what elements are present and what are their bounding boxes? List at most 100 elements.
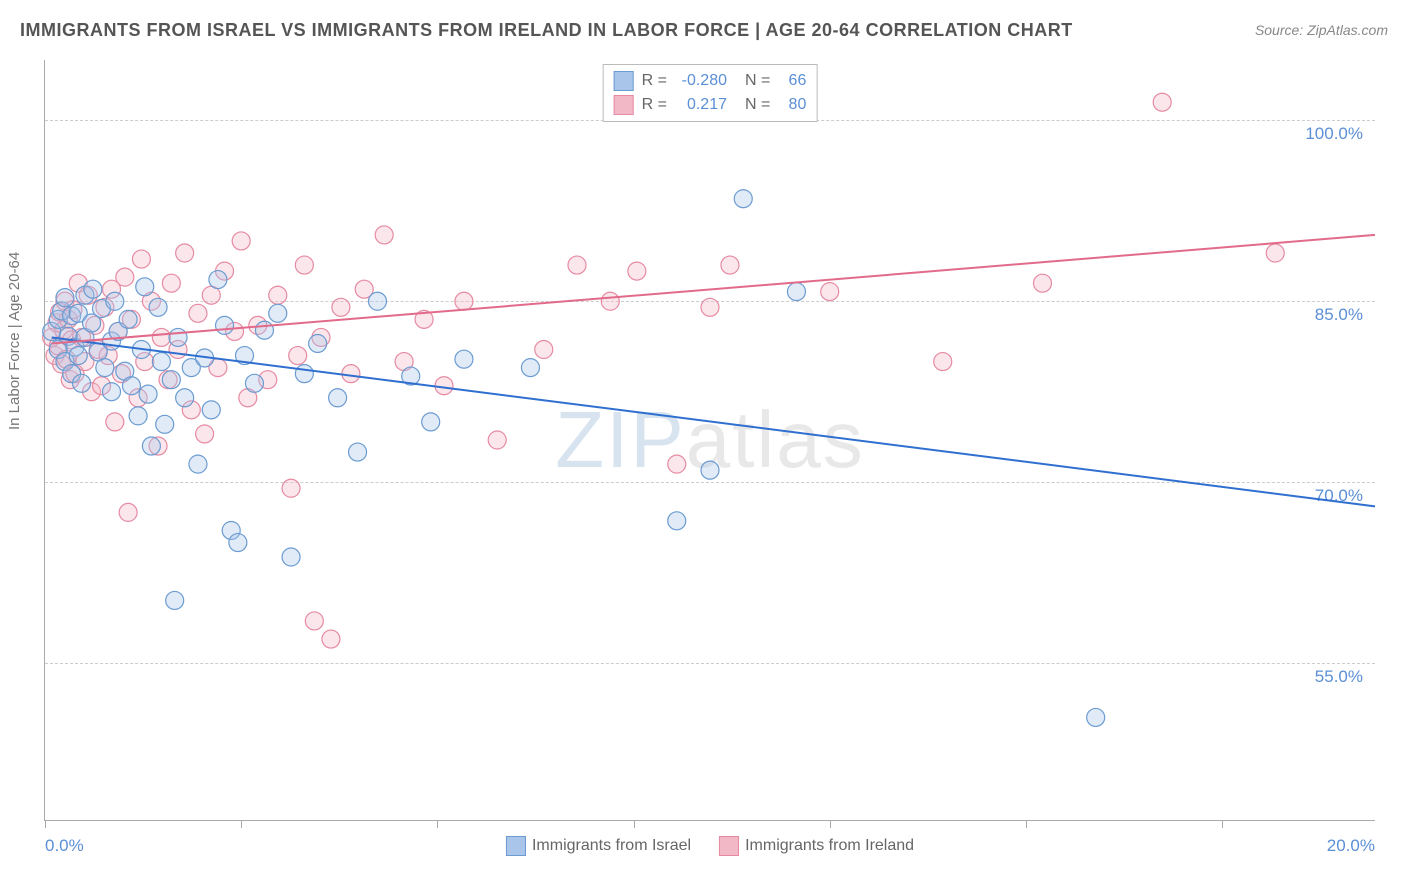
data-point [162,274,180,292]
data-point [156,415,174,433]
legend-r-value: 0.217 [675,93,727,117]
data-point [369,292,387,310]
data-point [488,431,506,449]
data-point [116,268,134,286]
data-point [1087,708,1105,726]
data-point [73,374,91,392]
legend-n-label: N = [745,69,770,93]
legend-n-label: N = [745,93,770,117]
x-tick [1026,820,1027,828]
legend-swatch [614,71,634,91]
legend-swatch [614,95,634,115]
data-point [282,479,300,497]
data-point [176,389,194,407]
data-point [1266,244,1284,262]
series-legend: Immigrants from Israel Immigrants from Ir… [506,836,914,856]
data-point [166,591,184,609]
data-point [934,353,952,371]
data-point [455,350,473,368]
data-point [119,310,137,328]
data-point [568,256,586,274]
data-point [103,383,121,401]
data-point [209,271,227,289]
y-axis-label: In Labor Force | Age 20-64 [6,252,23,430]
data-point [455,292,473,310]
x-tick [634,820,635,828]
data-point [375,226,393,244]
data-point [305,612,323,630]
data-point [119,503,137,521]
data-point [142,437,160,455]
data-point [84,280,102,298]
source-attribution: Source: ZipAtlas.com [1255,22,1388,38]
data-point [129,407,147,425]
data-point [601,292,619,310]
data-point [435,377,453,395]
data-point [269,304,287,322]
data-point [701,298,719,316]
legend-r-value: -0.280 [675,69,727,93]
x-axis-min-label: 0.0% [45,836,84,856]
data-point [122,377,140,395]
legend-n-value: 66 [778,69,806,93]
x-tick [241,820,242,828]
data-point [329,389,347,407]
data-point [668,512,686,530]
legend-label: Immigrants from Israel [532,837,691,854]
x-tick [1222,820,1223,828]
data-point [721,256,739,274]
data-point [1153,93,1171,111]
data-point [196,425,214,443]
data-point [342,365,360,383]
data-point [309,334,327,352]
data-point [701,461,719,479]
chart-title: IMMIGRANTS FROM ISRAEL VS IMMIGRANTS FRO… [20,20,1073,41]
data-point [269,286,287,304]
data-point [176,244,194,262]
data-point [189,304,207,322]
data-point [152,353,170,371]
data-point [162,371,180,389]
data-point [422,413,440,431]
legend-row: R = -0.280 N = 66 [614,69,807,93]
data-point [136,278,154,296]
plot-area: ZIPatlas 55.0%70.0%85.0%100.0% R =-0.280… [44,60,1375,821]
legend-swatch [719,836,739,856]
legend-r-label: R = [642,93,667,117]
data-point [332,298,350,316]
x-tick [830,820,831,828]
legend-item: Immigrants from Ireland [719,836,914,856]
regression-line [52,235,1375,344]
legend-item: Immigrants from Israel [506,836,691,856]
data-point [245,374,263,392]
x-axis-max-label: 20.0% [1327,836,1375,856]
legend-row: R = 0.217 N = 80 [614,93,807,117]
legend-swatch [506,836,526,856]
data-point [139,385,157,403]
data-point [787,283,805,301]
data-point [202,401,220,419]
data-point [322,630,340,648]
data-point [255,321,273,339]
legend-r-label: R = [642,69,667,93]
data-point [169,328,187,346]
legend-n-value: 80 [778,93,806,117]
data-point [229,534,247,552]
data-point [69,347,87,365]
data-point [289,347,307,365]
data-point [282,548,300,566]
data-point [106,413,124,431]
data-point [628,262,646,280]
data-point [132,250,150,268]
data-point [295,365,313,383]
data-point [535,341,553,359]
correlation-legend: R = -0.280 N = 66 R = 0.217 N = 80 [603,64,818,122]
data-point [216,316,234,334]
x-tick [437,820,438,828]
data-point [152,328,170,346]
data-point [189,455,207,473]
data-point [821,283,839,301]
data-point [668,455,686,473]
x-tick [45,820,46,828]
data-point [106,292,124,310]
